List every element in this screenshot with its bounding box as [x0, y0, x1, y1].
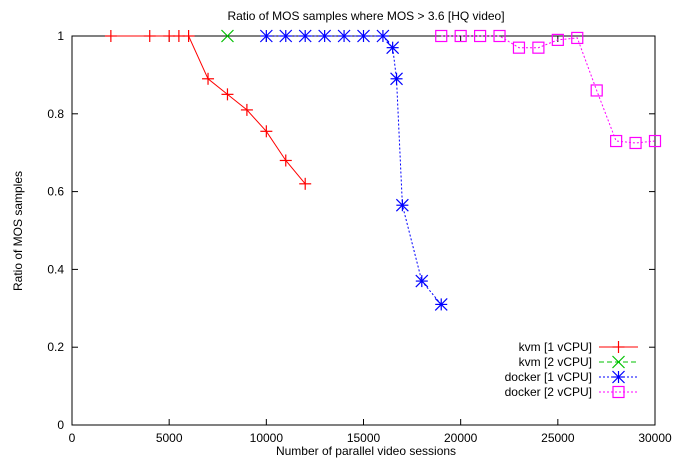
legend-label: docker [2 vCPU]	[505, 385, 592, 399]
data-point-square	[648, 134, 662, 148]
data-point-star	[298, 29, 312, 43]
data-point-plus	[299, 177, 312, 190]
data-point-star	[612, 370, 625, 384]
data-point-square	[512, 41, 526, 54]
data-point-square	[610, 134, 623, 148]
series-kvm-1-vcpu	[104, 30, 312, 190]
x-tick-label: 10000	[250, 431, 284, 445]
data-point-star	[279, 29, 293, 43]
x-tick-label: 5000	[156, 431, 183, 445]
data-point-star	[434, 297, 448, 311]
legend-item: kvm [1 vCPU]	[519, 340, 638, 354]
series-layer	[104, 29, 662, 311]
data-point-plus	[143, 30, 156, 42]
legend: kvm [1 vCPU]kvm [2 vCPU]docker [1 vCPU]d…	[505, 340, 638, 399]
legend-label: kvm [1 vCPU]	[519, 340, 592, 354]
data-point-square	[629, 136, 642, 150]
legend-label: kvm [2 vCPU]	[519, 355, 592, 369]
series-kvm-2-vcpu	[221, 29, 234, 43]
data-point-star	[337, 29, 351, 43]
legend-item: docker [1 vCPU]	[505, 370, 638, 384]
y-tick-label: 0.2	[47, 340, 64, 354]
data-point-plus	[240, 103, 253, 116]
data-point-cross	[612, 355, 625, 369]
data-point-star	[395, 198, 409, 212]
data-point-square	[454, 29, 467, 43]
data-point-star	[415, 274, 429, 288]
data-point-plus	[279, 154, 292, 167]
data-point-square	[571, 31, 584, 45]
y-tick-label: 0.8	[47, 107, 64, 121]
y-axis-label: Ratio of MOS samples	[11, 171, 25, 291]
data-point-square	[532, 41, 545, 54]
data-point-square	[590, 84, 603, 97]
data-point-square	[474, 29, 487, 43]
y-tick-label: 0.6	[47, 185, 64, 199]
legend-item: docker [2 vCPU]	[505, 385, 638, 399]
data-point-star	[259, 29, 273, 43]
series-line	[266, 35, 442, 305]
data-point-square	[551, 33, 564, 46]
series-line	[110, 35, 306, 185]
x-tick-label: 15000	[347, 431, 381, 445]
data-point-star	[390, 72, 403, 86]
x-tick-label: 30000	[638, 431, 672, 445]
chart-title: Ratio of MOS samples where MOS > 3.6 [HQ…	[227, 9, 504, 23]
data-point-star	[386, 41, 400, 55]
data-point-square	[493, 29, 506, 43]
series-docker-1-vcpu	[259, 29, 448, 311]
y-tick-label: 0.4	[47, 262, 64, 276]
data-point-plus	[260, 125, 273, 138]
x-tick-label: 20000	[444, 431, 478, 445]
y-tick-label: 1	[57, 29, 64, 43]
y-tick-label: 0	[57, 418, 64, 432]
data-point-plus	[612, 341, 625, 353]
x-tick-label: 25000	[541, 431, 575, 445]
y-axis: 0 0.2 0.4 0.6 0.8 1	[47, 29, 655, 432]
data-point-star	[357, 29, 370, 43]
data-point-square	[435, 29, 448, 43]
data-point-plus	[202, 72, 215, 85]
series-docker-2-vcpu	[435, 29, 662, 150]
data-point-plus	[182, 30, 195, 42]
x-tick-label: 0	[69, 431, 76, 445]
data-point-plus	[104, 30, 117, 42]
x-axis-label: Number of parallel video sessions	[276, 444, 456, 458]
series-line	[441, 35, 656, 144]
data-point-star	[376, 29, 390, 43]
data-point-star	[318, 29, 332, 43]
data-point-cross	[221, 29, 234, 43]
legend-label: docker [1 vCPU]	[505, 370, 592, 384]
data-point-square	[612, 385, 625, 399]
legend-item: kvm [2 vCPU]	[519, 355, 638, 369]
data-point-plus	[221, 88, 234, 101]
